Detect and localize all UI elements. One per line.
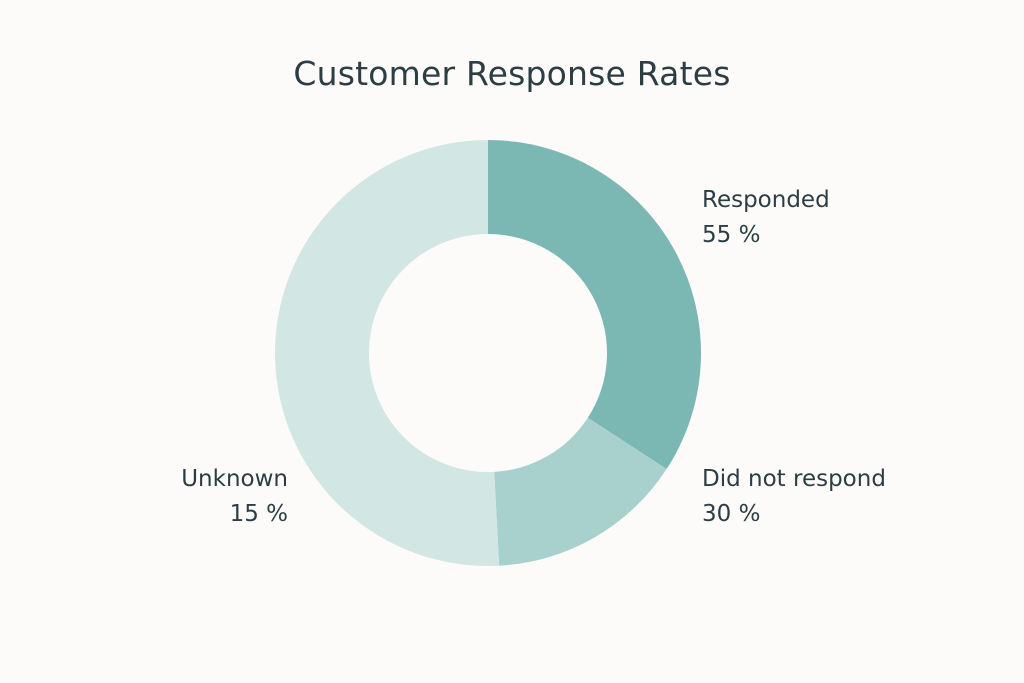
chart-title: Customer Response Rates	[293, 54, 731, 93]
label-responded-name: Responded	[702, 187, 830, 213]
label-unknown: Unknown 15 %	[181, 462, 288, 532]
label-unknown-value: 15 %	[229, 501, 288, 527]
slice-responded	[488, 140, 701, 470]
label-did-not-respond: Did not respond 30 %	[702, 462, 886, 532]
label-responded: Responded 55 %	[702, 183, 830, 253]
slice-unknown	[274, 140, 500, 566]
label-did-not-respond-name: Did not respond	[702, 466, 886, 492]
label-responded-value: 55 %	[702, 222, 761, 248]
slice-did-not-respond	[494, 417, 667, 566]
label-unknown-name: Unknown	[181, 466, 288, 492]
label-did-not-respond-value: 30 %	[702, 501, 761, 527]
